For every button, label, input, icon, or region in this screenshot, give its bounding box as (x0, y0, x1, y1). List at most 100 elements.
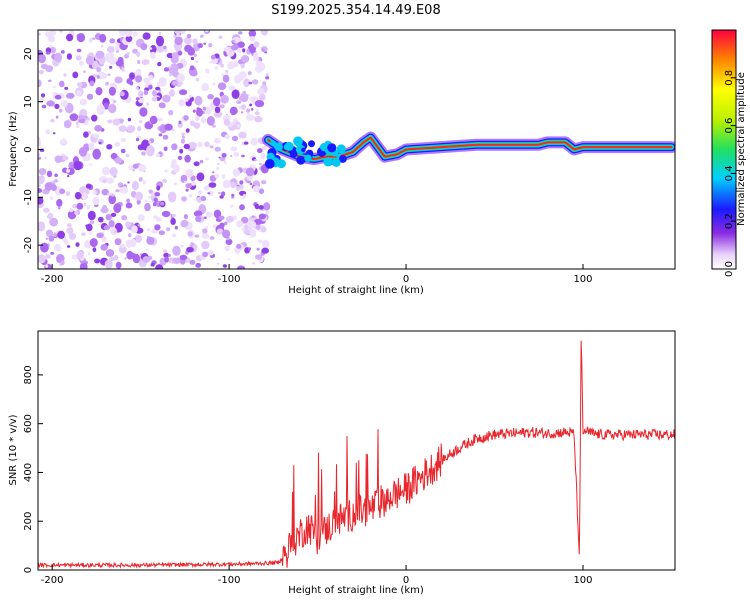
spectrogram-noise-blob (59, 30, 63, 33)
spectrogram-noise-blob (153, 215, 158, 219)
spectrogram-noise-blob (241, 154, 245, 158)
spectrogram-noise-blob (68, 232, 77, 240)
spectrogram-noise-blob (249, 182, 253, 186)
spectrogram-noise-blob (154, 224, 161, 231)
spectrogram-noise-blob (233, 151, 240, 157)
spectrogram-noise-blob (174, 36, 183, 46)
spectrogram-noise-blob (221, 174, 226, 179)
spectrogram-noise-blob (102, 179, 107, 184)
spectrogram-noise-blob (240, 63, 245, 69)
spectrogram-noise-blob (138, 177, 143, 182)
spectrogram-noise-blob (258, 188, 265, 194)
spectrogram-noise-blob (144, 202, 151, 212)
spectrogram-noise-blob (244, 141, 249, 145)
spectrogram-noise-blob (242, 194, 247, 199)
spectrogram-noise-blob (164, 256, 170, 263)
spectrogram-y-label: Frequency (Hz) (8, 111, 19, 187)
spectrogram-noise-blob (213, 209, 222, 219)
spectrogram-noise-blob (238, 183, 244, 190)
spectrogram-noise-blob (52, 85, 56, 89)
spectrogram-noise-blob (140, 43, 148, 51)
spectrogram-noise-blob (177, 155, 183, 160)
spectrogram-noise-blob (125, 239, 133, 248)
colorbar-tick-label: 0.2 (724, 213, 735, 229)
spectrogram-noise-blob (59, 80, 65, 88)
spectrogram-noise-blob (38, 188, 43, 194)
spectrogram-noise-blob (109, 257, 116, 262)
spectrogram-noise-blob (224, 69, 229, 73)
spectrogram-noise-blob (173, 164, 180, 173)
spectrogram-noise-blob (248, 30, 257, 38)
spectrogram-noise-blob (99, 33, 107, 43)
spectrogram-ridge-blob (308, 140, 315, 148)
spectrogram-noise-blob (223, 160, 227, 164)
spectrogram-noise-blob (86, 204, 91, 210)
spectrogram-noise-blob (76, 202, 84, 210)
spectrogram-noise-blob (179, 254, 188, 261)
spectrogram-noise-blob (104, 259, 113, 269)
spectrogram-noise-blob (180, 138, 186, 144)
spectrogram-noise-blob (150, 51, 156, 59)
spectrogram-noise-blob (38, 153, 41, 156)
spectrogram-noise-blob (131, 225, 138, 234)
spectrogram-noise-blob (126, 78, 133, 85)
spectrogram-noise-blob (254, 111, 260, 116)
spectrogram-noise-blob (172, 257, 181, 264)
spectrogram-noise-blob (172, 245, 181, 256)
spectrogram-noise-blob (209, 61, 212, 64)
spectrogram-noise-blob (76, 250, 84, 259)
spectrogram-noise-blob (60, 260, 65, 266)
spectrogram-noise-blob (262, 239, 270, 249)
spectrogram-ridge-blob (318, 150, 325, 157)
spectrogram-noise-blob (66, 168, 70, 173)
spectrogram-noise-blob (75, 55, 82, 61)
snr-x-ticks: -200 -100 0 100 (41, 565, 593, 586)
spectrogram-noise-blob (153, 202, 157, 207)
spectrogram-noise-blob (50, 251, 55, 255)
spectrogram-noise-blob (134, 234, 143, 243)
spectrogram-noise-blob (135, 97, 140, 101)
spectrogram-noise-blob (190, 242, 195, 248)
spectrogram-noise-blob (110, 98, 115, 102)
spectrogram-noise-blob (73, 160, 82, 171)
spectrogram-noise-blob (120, 138, 127, 142)
spectrogram-noise-blob (113, 230, 118, 234)
spectrogram-noise-blob (54, 243, 62, 252)
spectrogram-noise-blob (221, 191, 226, 197)
spectrogram-noise-blob (166, 227, 171, 232)
spectrogram-noise-blob (178, 120, 182, 125)
spectrogram-noise-blob (49, 196, 54, 200)
spectrogram-noise-blob (222, 179, 232, 189)
spectrogram-noise-blob (75, 124, 80, 129)
spectrogram-noise-blob (89, 220, 95, 225)
spectrogram-noise-blob (243, 78, 251, 88)
spectrogram-noise-blob (203, 185, 210, 191)
spectrogram-noise-blob (92, 133, 100, 138)
spectrogram-noise-blob (155, 35, 165, 47)
spectrogram-noise-blob (40, 63, 48, 69)
spectrogram-noise-blob (38, 138, 42, 145)
spectrogram-noise-blob (46, 100, 55, 107)
spectrogram-noise-blob (207, 94, 214, 100)
spectrogram-noise-blob (60, 50, 65, 54)
spectrogram-noise-blob (157, 61, 162, 67)
spectrogram-noise-blob (148, 74, 154, 81)
spectrogram-noise-blob (183, 37, 192, 45)
spectrogram-noise-blob (108, 52, 115, 58)
spectrogram-noise-blob (169, 89, 175, 97)
spectrogram-noise-blob (186, 34, 192, 39)
spectrogram-noise-blob (140, 93, 143, 96)
spectrogram-noise-blob (221, 152, 227, 158)
spectrogram-x-tick-label: 0 (403, 274, 409, 285)
spectrogram-noise-blob (232, 168, 240, 177)
spectrogram-noise-blob (230, 204, 234, 208)
spectrogram-noise-blob (66, 53, 72, 60)
spectrogram-noise-blob (38, 69, 44, 75)
snr-x-tick-label: 0 (403, 575, 409, 586)
spectrogram-noise-blob (126, 125, 136, 133)
spectrogram-noise-blob (98, 139, 104, 145)
spectrogram-noise-blob (236, 124, 241, 128)
spectrogram-noise-blob (45, 264, 49, 268)
spectrogram-noise-blob (259, 162, 262, 166)
spectrogram-noise-blob (258, 213, 266, 220)
